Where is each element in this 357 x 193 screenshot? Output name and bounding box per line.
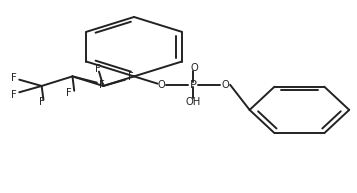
Text: F: F — [11, 73, 16, 83]
Text: O: O — [221, 80, 229, 90]
Text: OH: OH — [186, 97, 201, 107]
Text: O: O — [157, 80, 165, 90]
Text: P: P — [190, 80, 197, 90]
Text: F: F — [99, 80, 105, 91]
Text: F: F — [11, 90, 16, 100]
Text: F: F — [66, 88, 72, 98]
Text: F: F — [95, 64, 101, 74]
Text: F: F — [39, 97, 45, 108]
Text: F: F — [128, 72, 134, 82]
Text: O: O — [190, 63, 198, 73]
